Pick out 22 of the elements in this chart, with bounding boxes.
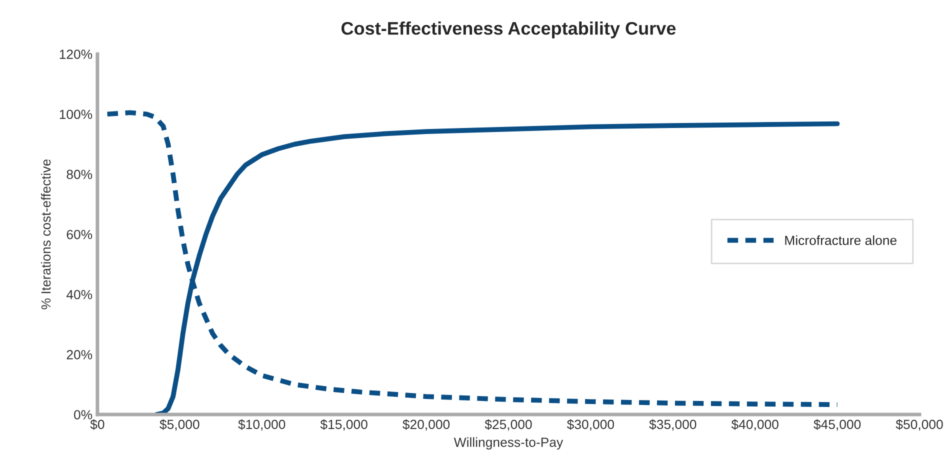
y-tick-label: 60% [66, 230, 92, 240]
y-tick-label: 0% [74, 410, 92, 420]
legend-label: Microfracture alone [785, 235, 897, 246]
chart-title: Cost-Effectiveness Acceptability Curve [341, 22, 676, 38]
x-tick-label: $20,000 [402, 419, 450, 431]
x-tick-label: $30,000 [566, 419, 614, 431]
x-tick-label: $10,000 [238, 419, 286, 431]
x-tick-label: $35,000 [649, 419, 696, 431]
x-tick-label: $5,000 [160, 419, 200, 431]
x-axis-title: Willingness-to-Pay [454, 437, 564, 450]
x-tick-label: $25,000 [484, 419, 532, 431]
y-tick-label: 20% [66, 350, 92, 360]
y-axis-title: % Iterations cost-effective [40, 159, 51, 310]
x-tick-label: $45,000 [814, 419, 861, 431]
x-tick-label: $15,000 [320, 419, 368, 431]
y-tick-label: 40% [66, 290, 92, 300]
y-tick-label: 120% [60, 50, 92, 59]
y-tick-label: 80% [66, 170, 92, 180]
x-tick-label: $50,000 [896, 419, 943, 431]
x-tick-label: $40,000 [731, 419, 778, 431]
x-tick-label: $0 [90, 419, 104, 430]
y-tick-label: 100% [60, 110, 92, 120]
